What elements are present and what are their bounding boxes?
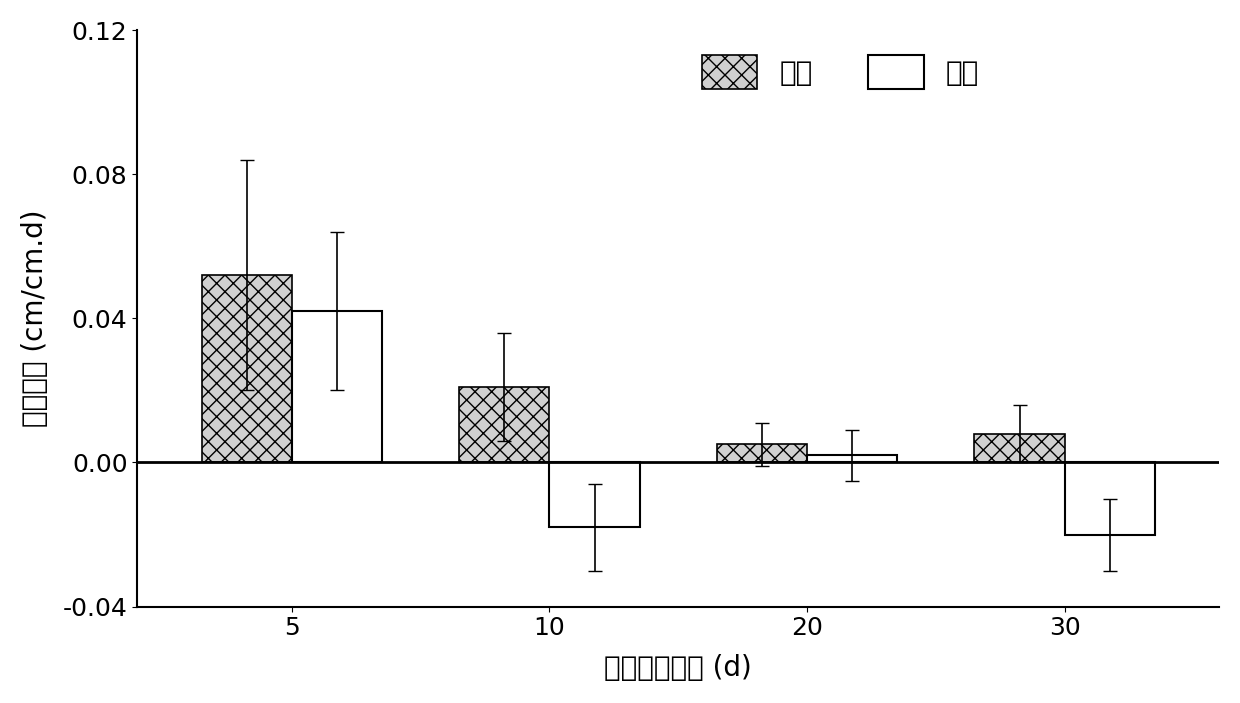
Bar — [975, 434, 1065, 463]
Bar — [807, 456, 898, 463]
Bar — [459, 387, 549, 463]
Bar — [202, 276, 291, 463]
Y-axis label: 生长速率 (cm/cm.d): 生长速率 (cm/cm.d) — [21, 209, 48, 427]
Bar — [717, 444, 807, 463]
X-axis label: 水淤持续时间 (d): 水淤持续时间 (d) — [604, 654, 753, 682]
Legend: 对照, 水淤: 对照, 水淤 — [691, 44, 991, 101]
Bar — [291, 311, 382, 463]
Bar — [549, 463, 640, 527]
Bar — [1065, 463, 1154, 534]
